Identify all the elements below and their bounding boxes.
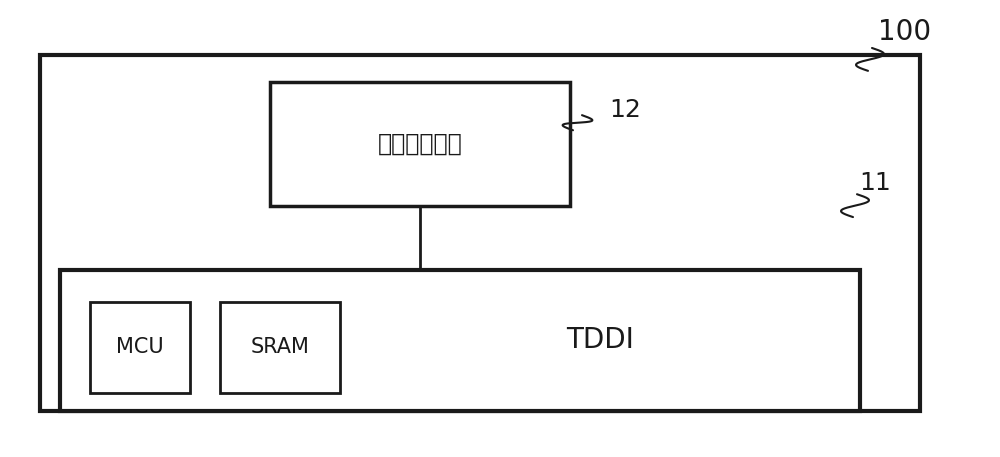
Text: 100: 100 bbox=[878, 18, 932, 46]
Bar bbox=[40, 55, 920, 411]
Text: TDDI: TDDI bbox=[566, 326, 634, 355]
Text: 12: 12 bbox=[609, 98, 641, 122]
Bar bbox=[270, 82, 570, 206]
Bar bbox=[220, 302, 340, 393]
Bar bbox=[60, 270, 860, 411]
Text: 11: 11 bbox=[859, 171, 891, 195]
Text: MCU: MCU bbox=[116, 337, 164, 357]
Bar bbox=[90, 302, 190, 393]
Text: 触控显示面板: 触控显示面板 bbox=[378, 132, 462, 156]
Text: SRAM: SRAM bbox=[251, 337, 309, 357]
